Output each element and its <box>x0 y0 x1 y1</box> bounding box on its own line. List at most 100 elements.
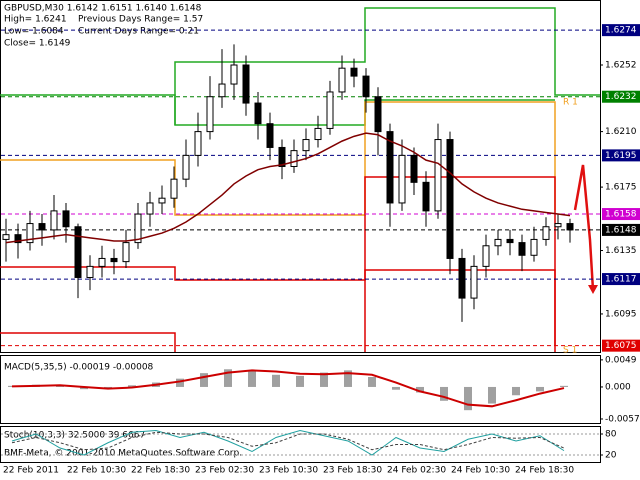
candle-body <box>122 242 130 263</box>
info-cur-range: Current Days Range= 0.21 <box>78 27 199 37</box>
candle-body <box>86 265 94 278</box>
level-box <box>602 90 640 103</box>
candle-body <box>410 154 418 183</box>
x-tick-label: 22 Feb 18:30 <box>131 466 190 476</box>
y-tick-label: 1.6135 <box>605 246 637 256</box>
pivot-r2 <box>174 7 600 125</box>
level-box <box>602 223 640 236</box>
level-box <box>602 208 640 221</box>
x-tick-label: 23 Feb 02:30 <box>195 466 254 476</box>
y-tick-label: 1.6117 <box>605 275 637 285</box>
pivot-label: R 1 <box>563 98 578 108</box>
y-tick-label: 0.0049 <box>605 355 637 365</box>
candle-body <box>182 154 190 180</box>
level-box <box>602 339 640 352</box>
macd-bar <box>128 385 136 387</box>
candle-body <box>242 64 250 104</box>
price-panel <box>0 0 601 353</box>
candle-body <box>422 181 430 212</box>
macd-bar <box>440 386 448 401</box>
macd-bar <box>176 378 184 387</box>
footer: BMF-Meta, © 2001-2010 MetaQuotes Softwar… <box>4 449 242 459</box>
candle-body <box>62 210 70 228</box>
forecast-arrow <box>573 164 595 291</box>
candle-body <box>446 139 454 259</box>
y-tick-label: 1.6175 <box>605 183 637 193</box>
candle-body <box>218 83 226 98</box>
level-box <box>602 149 640 162</box>
macd-bar <box>80 386 88 390</box>
candle-body <box>50 210 58 231</box>
candle-body <box>14 234 22 244</box>
macd-bar <box>368 377 376 387</box>
candle-body <box>302 139 310 152</box>
level-box <box>602 24 640 37</box>
x-tick-label: 22 Feb 10:30 <box>67 466 126 476</box>
x-tick-label: 22 Feb 2011 <box>3 466 59 476</box>
candle-body <box>206 96 214 133</box>
y-tick-label: 1.6195 <box>605 151 637 161</box>
macd-bar <box>536 386 544 392</box>
candle-body <box>266 123 274 148</box>
y-tick-label: 1.6210 <box>605 127 637 137</box>
x-tick-label: 23 Feb 18:30 <box>323 466 382 476</box>
info-close: Close= 1.6149 <box>4 39 71 49</box>
x-tick-label: 24 Feb 10:30 <box>451 466 510 476</box>
candle-body <box>398 154 406 204</box>
y-tick-label: 1.6148 <box>605 225 637 235</box>
candle-body <box>338 67 346 93</box>
macd-bar <box>320 372 328 387</box>
info-low: Low= 1.6084 <box>4 27 64 37</box>
y-tick-label: 1.6274 <box>605 26 637 36</box>
candle-body <box>158 197 166 204</box>
candle-body <box>146 202 154 215</box>
candle-body <box>74 226 82 278</box>
pivot-label: S 1 <box>563 346 577 356</box>
pivot-s2 <box>0 332 176 352</box>
macd-bar <box>416 386 424 393</box>
candle-body <box>314 127 322 141</box>
candle-body <box>230 64 238 85</box>
stoch-panel <box>0 426 601 463</box>
macd-bar <box>200 373 208 387</box>
candle-body <box>98 257 106 267</box>
macd-bar <box>104 386 112 389</box>
y-tick-label: 1.6232 <box>605 92 637 102</box>
candle-body <box>542 226 550 240</box>
macd-bar <box>344 370 352 387</box>
candle-body <box>434 139 442 212</box>
y-tick-label: 1.6075 <box>605 341 637 351</box>
candle-body <box>518 242 526 256</box>
macd-label: MACD(5,35,5) -0.00019 -0.00008 <box>4 363 154 373</box>
macd-bar <box>392 386 400 390</box>
x-tick-label: 24 Feb 18:30 <box>515 466 574 476</box>
candle-body <box>362 75 370 98</box>
info-high: High= 1.6241 <box>4 15 67 25</box>
macd-signal <box>11 369 565 408</box>
candle-body <box>506 238 514 244</box>
candle-body <box>38 223 46 231</box>
title: GBPUSD,M30 1.6142 1.6151 1.6140 1.6148 <box>4 4 202 14</box>
moving-average <box>5 132 571 244</box>
candle-body <box>554 223 562 228</box>
stoch-label: Stoch(10,3,3) 32.5000 39.6667 <box>4 431 145 441</box>
forecast-arrow-head <box>588 285 598 294</box>
candle-body <box>278 146 286 167</box>
candle-body <box>254 102 262 125</box>
candle-body <box>26 223 34 244</box>
macd-bar <box>512 386 520 396</box>
candle-body <box>350 67 358 77</box>
macd-bar <box>464 386 472 411</box>
y-tick-label: 20 <box>605 451 617 461</box>
candle-body <box>110 257 118 263</box>
candle-body <box>326 91 334 129</box>
macd-bar <box>488 386 496 404</box>
macd-bar <box>272 374 280 387</box>
candle-body <box>386 131 394 204</box>
macd-bar <box>224 369 232 387</box>
y-tick-label: 1.6252 <box>605 61 637 71</box>
candle-body <box>374 96 382 133</box>
candle-body <box>566 223 574 231</box>
y-tick-label: 1.6095 <box>605 309 637 319</box>
